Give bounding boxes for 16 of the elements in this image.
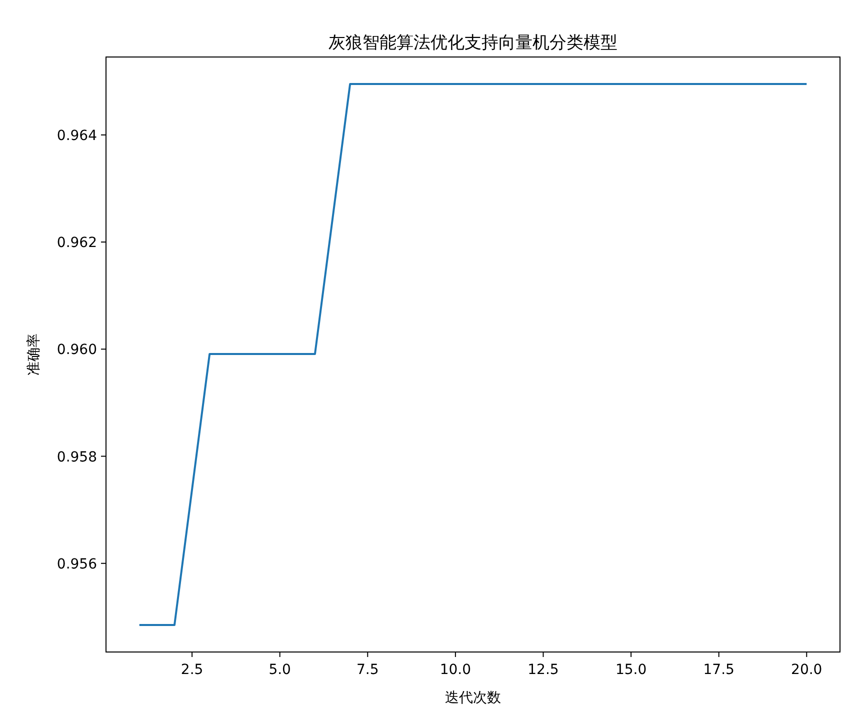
- chart-title: 灰狼智能算法优化支持向量机分类模型: [328, 33, 618, 53]
- x-tick-label: 15.0: [615, 662, 647, 678]
- y-tick-label: 0.960: [56, 342, 97, 358]
- y-tick-label: 0.964: [56, 128, 98, 144]
- x-axis-title: 迭代次数: [445, 690, 501, 706]
- x-tick-label: 2.5: [180, 662, 204, 678]
- x-tick-label: 17.5: [703, 662, 734, 678]
- x-tick-label: 10.0: [440, 662, 472, 678]
- y-tick-label: 0.958: [56, 449, 97, 466]
- x-tick-label: 12.5: [528, 662, 559, 678]
- y-tick-label: 0.962: [56, 235, 97, 252]
- x-tick-label: 20.0: [791, 662, 822, 678]
- y-tick-label: 0.956: [56, 556, 98, 572]
- x-tick-label: 5.0: [268, 662, 291, 678]
- x-tick-label: 7.5: [356, 662, 379, 678]
- y-axis-title: 准确率: [26, 334, 42, 376]
